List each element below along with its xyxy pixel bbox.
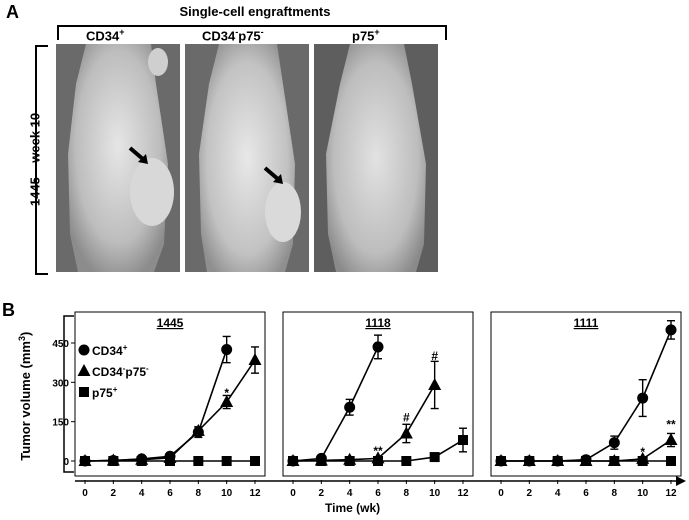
chart-title-1118: 1118 <box>365 316 391 330</box>
mouse-photo-cd34neg-p75neg <box>185 44 309 272</box>
significance-marker: * <box>224 386 229 400</box>
data-point-triangle <box>399 426 413 439</box>
data-point-square <box>637 456 648 466</box>
legend-item-cd34pos: CD34+ <box>92 343 128 358</box>
chart-title-1445: 1445 <box>157 316 184 330</box>
data-point-square <box>581 456 591 466</box>
x-tick-label: 2 <box>527 488 533 499</box>
data-point-triangle <box>428 377 442 390</box>
data-point-square <box>458 435 468 446</box>
data-point-square <box>108 456 119 466</box>
y-tick-label: 0 <box>63 457 69 468</box>
x-tick-label: 0 <box>82 488 88 499</box>
panel-a-header: Single-cell engraftments <box>179 4 331 19</box>
data-point-triangle <box>191 423 205 436</box>
x-tick-label: 2 <box>319 488 325 499</box>
x-tick-label: 12 <box>457 488 469 499</box>
data-point-square <box>524 456 535 466</box>
x-tick-label: 4 <box>555 488 561 499</box>
data-point-square <box>221 456 232 466</box>
time-arrow-head <box>676 476 686 486</box>
x-tick-label: 6 <box>583 488 589 499</box>
y-axis-bracket <box>63 315 74 473</box>
x-tick-label: 10 <box>429 488 441 499</box>
panel-b-label: B <box>2 300 15 320</box>
legend-marker-triangle <box>77 364 91 376</box>
legend-item-cd34neg-p75neg: CD34-p75- <box>92 364 149 379</box>
x-tick-label: 2 <box>111 488 117 499</box>
y-tick-label: 150 <box>52 418 69 429</box>
column-label-p75pos: p75+ <box>352 27 380 44</box>
x-tick-label: 4 <box>347 488 353 499</box>
y-tick-label: 450 <box>52 339 69 350</box>
data-point-triangle <box>220 395 234 407</box>
panel-a-brackets <box>35 25 447 275</box>
data-point-square <box>80 456 90 466</box>
x-tick-label: 0 <box>290 488 296 499</box>
mouse-photo-p75pos <box>314 44 438 272</box>
significance-marker: * <box>640 445 645 459</box>
x-tick-label: 12 <box>665 488 677 499</box>
x-tick-label: 8 <box>196 488 202 499</box>
x-tick-label: 10 <box>221 488 233 499</box>
chart-frame-1118 <box>282 311 474 477</box>
series-line-circle <box>292 346 379 462</box>
legend-marker-square <box>79 387 89 397</box>
data-point-square <box>316 456 327 466</box>
data-point-square <box>496 456 506 466</box>
x-tick-label: 6 <box>375 488 381 499</box>
panel-a-label: A <box>6 2 19 22</box>
data-point-triangle <box>248 353 262 366</box>
x-tick-label: 8 <box>404 488 410 499</box>
chart-frame-1111 <box>490 311 682 477</box>
data-point-circle <box>665 324 677 336</box>
mouse-photo-cd34pos <box>56 44 180 272</box>
data-point-triangle <box>664 433 678 446</box>
x-tick-label: 8 <box>612 488 618 499</box>
data-point-square <box>552 456 563 466</box>
x-tick-label: 12 <box>249 488 261 499</box>
data-point-circle <box>221 344 233 356</box>
y-tick-label: 300 <box>52 378 69 389</box>
column-label-cd34neg-p75neg: CD34-p75- <box>202 27 264 44</box>
data-point-circle <box>372 341 384 353</box>
data-point-square <box>401 456 412 466</box>
significance-marker: ** <box>666 417 676 431</box>
data-point-square <box>666 456 676 466</box>
x-axis-label: Time (wk) <box>325 501 381 515</box>
data-point-square <box>250 456 260 466</box>
legend-marker-circle <box>78 344 90 356</box>
legend-item-p75pos: p75+ <box>92 385 118 400</box>
data-point-square <box>429 452 440 463</box>
data-point-circle <box>344 401 356 413</box>
x-tick-label: 4 <box>139 488 145 499</box>
data-point-square <box>373 456 383 466</box>
x-tick-label: 0 <box>498 488 504 499</box>
significance-marker: # <box>431 349 438 363</box>
data-point-square <box>344 456 355 466</box>
data-point-circle <box>608 437 620 449</box>
significance-marker: # <box>403 411 410 425</box>
column-label-cd34pos: CD34+ <box>86 27 125 44</box>
x-tick-label: 10 <box>637 488 649 499</box>
x-tick-label: 6 <box>167 488 173 499</box>
data-point-square <box>193 456 204 466</box>
chart-title-1111: 1111 <box>574 316 599 330</box>
data-point-circle <box>637 392 649 404</box>
data-point-square <box>609 456 620 466</box>
data-point-square <box>288 456 298 466</box>
chart-frame-1445 <box>74 311 266 477</box>
data-point-square <box>136 456 147 466</box>
significance-marker: ** <box>373 444 383 458</box>
data-point-square <box>165 456 175 466</box>
